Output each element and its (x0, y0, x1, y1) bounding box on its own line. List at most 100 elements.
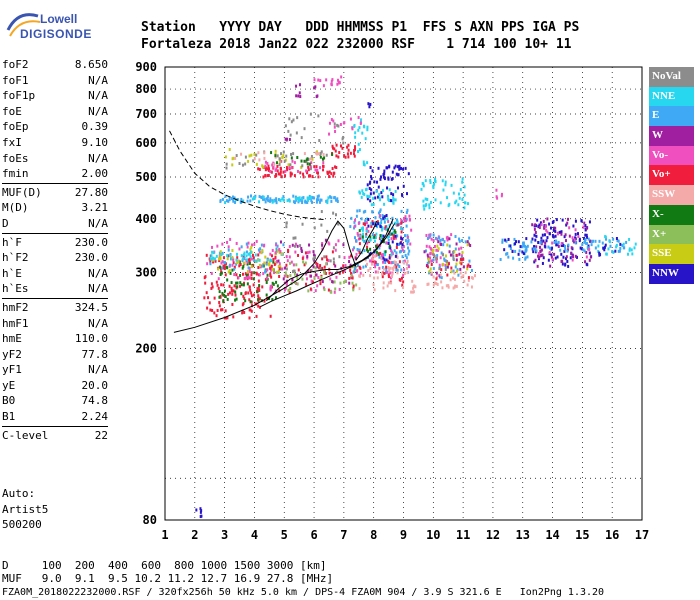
data-point (367, 269, 370, 273)
data-point (308, 243, 311, 247)
data-point (428, 245, 431, 249)
data-point (407, 239, 410, 243)
data-point (195, 508, 198, 512)
data-point (525, 248, 528, 252)
data-point (430, 259, 433, 263)
data-point (335, 275, 338, 279)
data-point (607, 247, 610, 251)
data-point (303, 127, 306, 131)
data-point (547, 245, 550, 249)
data-point (320, 223, 323, 227)
data-point (435, 277, 438, 281)
data-point (248, 298, 251, 302)
param-name: fmin (2, 167, 29, 181)
data-point (269, 288, 272, 292)
data-point (405, 256, 408, 260)
data-point (379, 239, 382, 243)
data-point (221, 197, 224, 201)
data-point (244, 299, 247, 303)
data-point (357, 116, 360, 120)
data-point (227, 254, 230, 258)
data-point (257, 151, 260, 155)
data-point (245, 242, 248, 246)
data-point (545, 228, 548, 232)
legend-item-ssw: SSW (649, 185, 694, 205)
param-name: hmF2 (2, 300, 29, 314)
data-point (380, 272, 383, 276)
data-point (382, 216, 385, 220)
data-point (442, 243, 445, 247)
data-point (383, 177, 386, 181)
data-point (449, 253, 452, 257)
data-point (258, 305, 261, 309)
data-point (336, 123, 339, 127)
data-point (305, 158, 308, 162)
data-point (317, 198, 320, 202)
data-point (221, 251, 224, 255)
data-point (331, 166, 334, 170)
data-point (328, 170, 331, 174)
data-point (269, 272, 272, 276)
data-point (297, 268, 300, 272)
data-point (258, 200, 261, 204)
data-point (272, 199, 275, 203)
data-point (332, 211, 335, 215)
data-point (360, 227, 363, 231)
data-point (344, 155, 347, 159)
data-point (455, 253, 458, 257)
data-point (367, 229, 370, 233)
data-point (317, 78, 320, 82)
data-point (326, 258, 329, 262)
data-point (390, 232, 393, 236)
data-point (360, 217, 363, 221)
param-name: fxI (2, 135, 22, 149)
data-point (453, 271, 456, 275)
data-point (248, 308, 251, 312)
data-point (362, 222, 365, 226)
data-point (283, 159, 286, 163)
data-point (446, 273, 449, 277)
data-point (427, 258, 430, 262)
data-point (394, 230, 397, 234)
data-point (460, 254, 463, 258)
data-point (285, 166, 288, 170)
data-point (554, 229, 557, 233)
data-point (452, 191, 455, 195)
data-point (423, 250, 426, 254)
data-point (379, 243, 382, 247)
data-point (273, 262, 276, 266)
data-point (563, 235, 566, 239)
data-point (470, 268, 473, 272)
data-point (447, 285, 450, 289)
data-point (329, 259, 332, 263)
data-point (219, 250, 222, 254)
data-point (332, 257, 335, 261)
data-point (288, 255, 291, 259)
data-point (269, 266, 272, 270)
data-point (270, 275, 273, 279)
data-point (225, 162, 228, 166)
y-tick-label: 800 (135, 82, 157, 96)
data-point (577, 235, 580, 239)
data-point (209, 308, 212, 312)
data-point (390, 199, 393, 203)
parameter-table: foF2 8.650 foF1 N/A foF1p N/A foE N/A foEp 0.39 fx… (2, 57, 108, 443)
data-point (436, 275, 439, 279)
data-point (280, 152, 283, 156)
data-point (587, 244, 590, 248)
data-point (377, 270, 380, 274)
param-value: 110.0 (74, 332, 108, 346)
data-point (227, 248, 230, 252)
data-point (285, 267, 288, 271)
data-point (308, 250, 311, 254)
data-point (374, 216, 377, 220)
data-point (271, 163, 274, 167)
data-point (396, 242, 399, 246)
data-point (209, 256, 212, 260)
data-point (291, 159, 294, 163)
data-point (323, 271, 326, 275)
data-point (246, 270, 249, 274)
data-point (357, 233, 360, 237)
data-point (213, 257, 216, 261)
data-point (307, 168, 310, 172)
